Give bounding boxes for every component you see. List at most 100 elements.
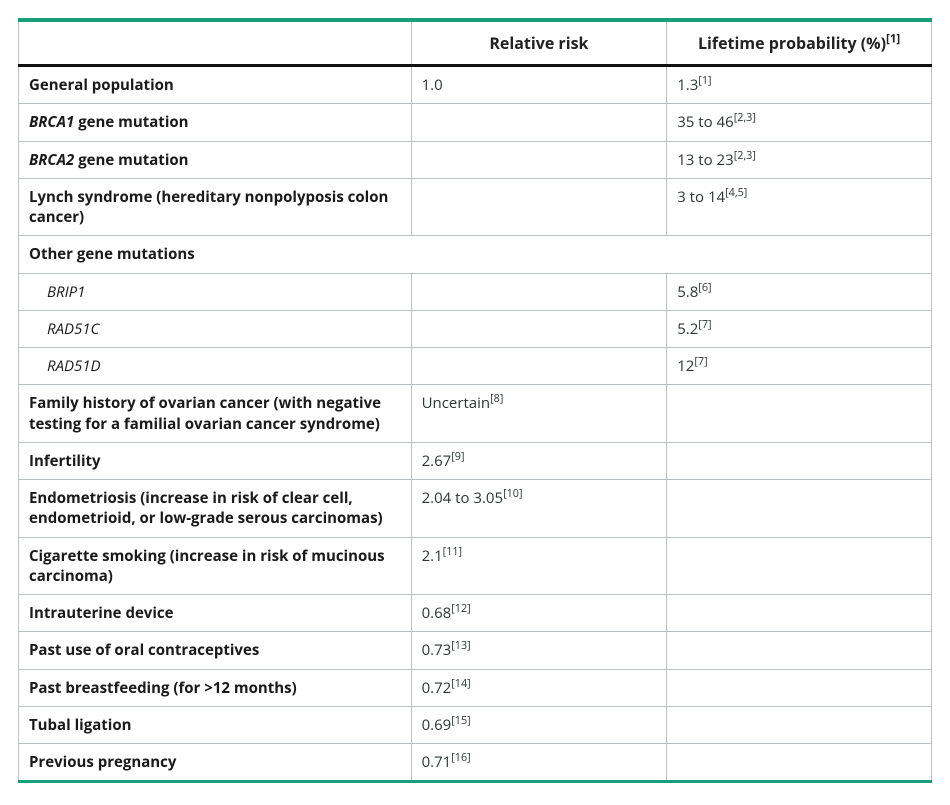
table-row: BRCA1 gene mutation 35 to 46[2,3] — [19, 104, 932, 141]
header-lifetime-probability: Lifetime probability (%)[1] — [667, 20, 932, 66]
section-heading: Other gene mutations — [19, 236, 932, 273]
lifetime-probability-cell: 3 to 14[4,5] — [667, 178, 932, 236]
factor-cell: Endometriosis (increase in risk of clear… — [19, 480, 412, 538]
relative-risk-value: 0.69 — [422, 715, 452, 735]
relative-risk-value: 0.72 — [422, 678, 452, 698]
table-row: RAD51D 12[7] — [19, 348, 932, 385]
factor-cell: Previous pregnancy — [19, 744, 412, 782]
relative-risk-cell: 0.71[16] — [411, 744, 667, 782]
factor-cell: Infertility — [19, 442, 412, 479]
lifetime-probability-cell: 13 to 23[2,3] — [667, 141, 932, 178]
lifetime-probability-cell — [667, 669, 932, 706]
relative-risk-cell — [411, 104, 667, 141]
relative-risk-ref: [9] — [451, 449, 464, 464]
relative-risk-cell — [411, 273, 667, 310]
table-row: Tubal ligation0.69[15] — [19, 706, 932, 743]
relative-risk-value: 0.71 — [422, 752, 452, 772]
relative-risk-ref: [14] — [451, 676, 470, 691]
factor-cell: Lynch syndrome (hereditary nonpolyposis … — [19, 178, 412, 236]
relative-risk-cell: 0.68[12] — [411, 595, 667, 632]
table-row: Other gene mutations — [19, 236, 932, 273]
relative-risk-value: 2.67 — [422, 451, 452, 471]
relative-risk-ref: [8] — [490, 391, 503, 406]
lifetime-probability-ref: [7] — [698, 317, 711, 332]
factor-cell: BRCA2 gene mutation — [19, 141, 412, 178]
lifetime-probability-cell — [667, 744, 932, 782]
lifetime-probability-value: 3 to 14 — [677, 187, 725, 207]
table-row: Intrauterine device0.68[12] — [19, 595, 932, 632]
relative-risk-cell — [411, 348, 667, 385]
factor-cell: Family history of ovarian cancer (with n… — [19, 385, 412, 443]
relative-risk-cell: 0.73[13] — [411, 632, 667, 669]
lifetime-probability-value: 5.2 — [677, 319, 698, 339]
table-row: BRCA2 gene mutation 13 to 23[2,3] — [19, 141, 932, 178]
lifetime-probability-cell — [667, 706, 932, 743]
relative-risk-cell: 2.1[11] — [411, 537, 667, 595]
table-row: General population 1.0 1.3[1] — [19, 66, 932, 104]
relative-risk-cell — [411, 141, 667, 178]
lifetime-probability-cell: 12[7] — [667, 348, 932, 385]
relative-risk-cell — [411, 310, 667, 347]
table-row: Infertility2.67[9] — [19, 442, 932, 479]
lifetime-probability-cell — [667, 632, 932, 669]
lifetime-probability-cell: 5.8[6] — [667, 273, 932, 310]
lifetime-probability-cell — [667, 385, 932, 443]
factor-cell: Cigarette smoking (increase in risk of m… — [19, 537, 412, 595]
risk-factor-table: Relative risk Lifetime probability (%)[1… — [18, 18, 932, 783]
relative-risk-cell: 2.67[9] — [411, 442, 667, 479]
lifetime-probability-ref: [4,5] — [725, 185, 747, 200]
factor-cell: General population — [19, 66, 412, 104]
lifetime-probability-value: 35 to 46 — [677, 112, 733, 132]
factor-cell: Intrauterine device — [19, 595, 412, 632]
lifetime-probability-ref: [2,3] — [734, 148, 756, 163]
lifetime-probability-cell — [667, 442, 932, 479]
lifetime-probability-value: 12 — [677, 356, 694, 376]
table-row: Family history of ovarian cancer (with n… — [19, 385, 932, 443]
lifetime-probability-cell — [667, 595, 932, 632]
relative-risk-cell — [411, 178, 667, 236]
relative-risk-ref: [11] — [443, 544, 462, 559]
relative-risk-ref: [13] — [451, 638, 470, 653]
lifetime-probability-ref: [6] — [698, 280, 711, 295]
lifetime-probability-ref: [2,3] — [734, 110, 756, 125]
factor-cell: RAD51D — [19, 348, 412, 385]
relative-risk-value: 0.68 — [422, 603, 452, 623]
factor-cell: Past breastfeeding (for >12 months) — [19, 669, 412, 706]
relative-risk-value: 0.73 — [422, 640, 452, 660]
table-row: Lynch syndrome (hereditary nonpolyposis … — [19, 178, 932, 236]
lifetime-probability-ref: [1] — [698, 73, 711, 88]
table-row: BRIP1 5.8[6] — [19, 273, 932, 310]
factor-cell: Past use of oral contraceptives — [19, 632, 412, 669]
lifetime-probability-ref: [7] — [694, 354, 707, 369]
lifetime-probability-value: 1.3 — [677, 75, 698, 95]
table-row: RAD51C 5.2[7] — [19, 310, 932, 347]
relative-risk-cell: 1.0 — [411, 66, 667, 104]
factor-cell: BRCA1 gene mutation — [19, 104, 412, 141]
lifetime-probability-cell: 5.2[7] — [667, 310, 932, 347]
factor-cell: BRIP1 — [19, 273, 412, 310]
lifetime-probability-value: 13 to 23 — [677, 150, 733, 170]
relative-risk-value: 2.1 — [422, 546, 443, 566]
relative-risk-cell: 0.72[14] — [411, 669, 667, 706]
relative-risk-cell: 0.69[15] — [411, 706, 667, 743]
header-lifetime-probability-text: Lifetime probability (%) — [698, 32, 886, 54]
lifetime-probability-cell: 35 to 46[2,3] — [667, 104, 932, 141]
table-row: Previous pregnancy0.71[16] — [19, 744, 932, 782]
header-relative-risk: Relative risk — [411, 20, 667, 66]
header-lifetime-probability-ref: [1] — [886, 32, 900, 47]
relative-risk-ref: [10] — [503, 486, 522, 501]
table-row: Cigarette smoking (increase in risk of m… — [19, 537, 932, 595]
relative-risk-ref: [12] — [451, 601, 470, 616]
table-row: Past breastfeeding (for >12 months)0.72[… — [19, 669, 932, 706]
relative-risk-ref: [15] — [451, 713, 470, 728]
relative-risk-value: 1.0 — [422, 75, 443, 95]
page: Relative risk Lifetime probability (%)[1… — [0, 0, 950, 805]
lifetime-probability-cell — [667, 537, 932, 595]
lifetime-probability-value: 5.8 — [677, 282, 698, 302]
lifetime-probability-cell: 1.3[1] — [667, 66, 932, 104]
relative-risk-ref: [16] — [451, 750, 470, 765]
factor-cell: Tubal ligation — [19, 706, 412, 743]
factor-cell: RAD51C — [19, 310, 412, 347]
table-row: Endometriosis (increase in risk of clear… — [19, 480, 932, 538]
relative-risk-cell: Uncertain[8] — [411, 385, 667, 443]
